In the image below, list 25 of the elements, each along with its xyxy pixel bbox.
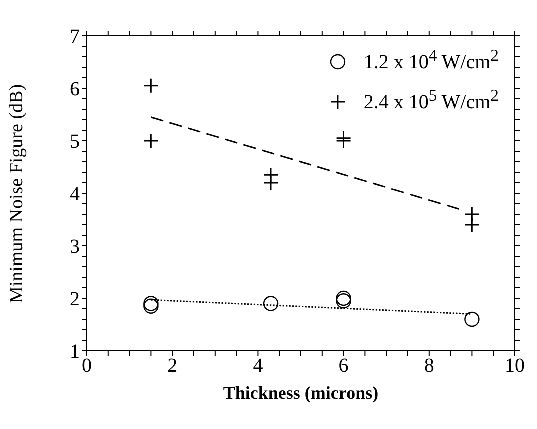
point	[336, 290, 352, 306]
point	[144, 78, 159, 94]
y-tick-label: 2	[70, 288, 80, 311]
x-axis-title: Thickness (microns)	[223, 383, 379, 403]
x-tick-label: 4	[253, 355, 264, 378]
point	[263, 175, 279, 191]
point	[336, 294, 352, 309]
y-tick-label: 5	[70, 131, 80, 154]
y-axis-title: Minimum Noise Figure (dB)	[6, 84, 28, 304]
point	[464, 312, 480, 328]
y-tick-label: 4	[70, 184, 80, 206]
y-tick-label: 1	[70, 341, 80, 364]
point	[144, 133, 159, 149]
legend-label: 2.4 x 10$^{5}$ W/cm$^{2}$	[364, 86, 499, 114]
y-tick-label: 7	[70, 26, 80, 48]
y-tick-label: 3	[70, 236, 80, 258]
x-tick-label: 6	[338, 355, 349, 378]
x-tick-label: 0	[82, 355, 92, 378]
x-tick-label: 8	[424, 355, 434, 378]
point	[464, 217, 480, 233]
x-tick-label: 2	[168, 355, 178, 378]
point	[263, 296, 279, 312]
legend-label: 1.2 x 10$^{4}$ W/cm$^{2}$	[364, 46, 499, 74]
x-tick-label: 10	[505, 355, 525, 378]
y-tick-label: 6	[70, 78, 80, 101]
